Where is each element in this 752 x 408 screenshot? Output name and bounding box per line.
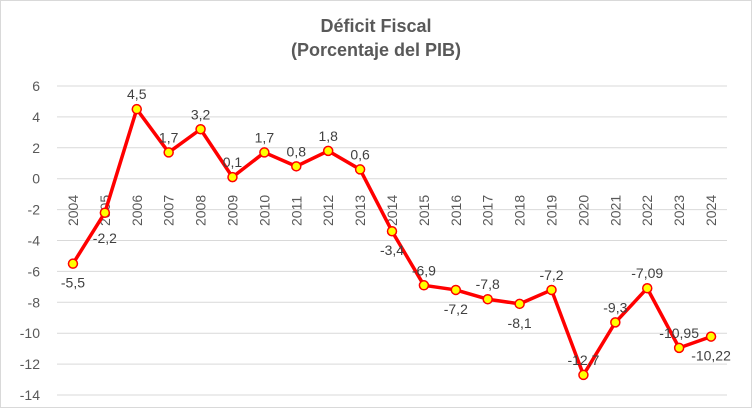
- data-label: -5,5: [61, 275, 85, 291]
- x-tick-label: 2016: [448, 195, 464, 226]
- x-tick-label: 2004: [65, 195, 81, 226]
- x-tick-label: 2015: [416, 195, 432, 226]
- x-tick-label: 2021: [607, 195, 623, 226]
- data-label: -7,8: [476, 276, 500, 292]
- data-label: -10,95: [659, 325, 699, 341]
- data-label: -8,1: [508, 315, 532, 331]
- x-tick-label: 2007: [161, 195, 177, 226]
- y-tick-label: -12: [20, 356, 40, 372]
- data-label: -10,22: [691, 348, 731, 364]
- data-point: [259, 147, 270, 158]
- y-tick-label: -14: [20, 387, 40, 403]
- x-tick-label: 2018: [512, 195, 528, 226]
- x-tick-label: 2013: [352, 195, 368, 226]
- y-tick-label: 0: [32, 171, 40, 187]
- data-point: [67, 258, 79, 269]
- x-tick-label: 2017: [480, 195, 496, 226]
- data-point: [610, 317, 621, 328]
- y-tick-label: -2: [28, 202, 41, 218]
- x-tick-label: 2009: [224, 195, 240, 226]
- x-tick-label: 2024: [703, 195, 719, 226]
- y-tick-label: 6: [32, 78, 40, 94]
- data-point: [291, 161, 302, 172]
- data-point: [195, 124, 206, 135]
- data-label: 0,6: [350, 146, 370, 162]
- x-tick-label: 2023: [671, 195, 687, 226]
- data-label: 0,8: [287, 143, 307, 159]
- data-label: -9,3: [603, 299, 627, 315]
- data-point: [482, 293, 493, 305]
- data-point: [450, 284, 462, 296]
- data-label: -7,09: [631, 265, 663, 281]
- data-label: 1,7: [255, 129, 275, 145]
- data-label: -7,2: [539, 267, 563, 283]
- x-tick-label: 2012: [320, 195, 336, 226]
- y-tick-label: -8: [28, 294, 41, 310]
- data-label: -3,4: [380, 242, 404, 258]
- data-label: -6,9: [412, 262, 436, 278]
- x-tick-label: 2011: [288, 196, 304, 226]
- y-tick-label: -4: [28, 233, 41, 249]
- data-label: -2,2: [93, 230, 117, 246]
- data-point: [673, 342, 685, 354]
- data-label: 4,5: [127, 86, 147, 102]
- chart-subtitle: (Porcentaje del PIB): [291, 40, 461, 60]
- x-tick-label: 2020: [575, 195, 591, 226]
- data-point: [322, 145, 334, 157]
- x-tick-label: 2010: [256, 195, 272, 226]
- data-point: [514, 298, 525, 310]
- x-tick-label: 2006: [129, 195, 145, 226]
- y-tick-label: -6: [28, 263, 41, 279]
- data-label: 1,7: [159, 129, 179, 145]
- data-point: [641, 282, 653, 294]
- data-label: 3,2: [191, 106, 211, 122]
- data-point: [227, 171, 238, 183]
- data-label: -12,7: [567, 352, 599, 368]
- x-tick-label: 2008: [193, 195, 209, 226]
- chart-title: Déficit Fiscal: [320, 16, 431, 36]
- data-label: 1,8: [318, 128, 338, 144]
- data-point: [131, 103, 143, 115]
- y-tick-label: 2: [32, 140, 40, 156]
- data-point: [386, 225, 398, 237]
- y-tick-label: 4: [32, 109, 40, 125]
- x-tick-label: 2019: [544, 195, 560, 226]
- data-label: -7,2: [444, 301, 468, 317]
- data-point: [546, 284, 557, 296]
- x-tick-label: 2022: [639, 195, 655, 226]
- data-point: [418, 280, 430, 291]
- y-tick-label: -10: [20, 325, 40, 341]
- data-label: 0,1: [223, 154, 243, 170]
- data-point: [705, 331, 717, 342]
- data-point: [354, 164, 366, 175]
- data-point: [99, 207, 111, 218]
- x-tick-label: 2014: [384, 195, 400, 226]
- data-point: [578, 369, 589, 381]
- data-point: [163, 147, 174, 158]
